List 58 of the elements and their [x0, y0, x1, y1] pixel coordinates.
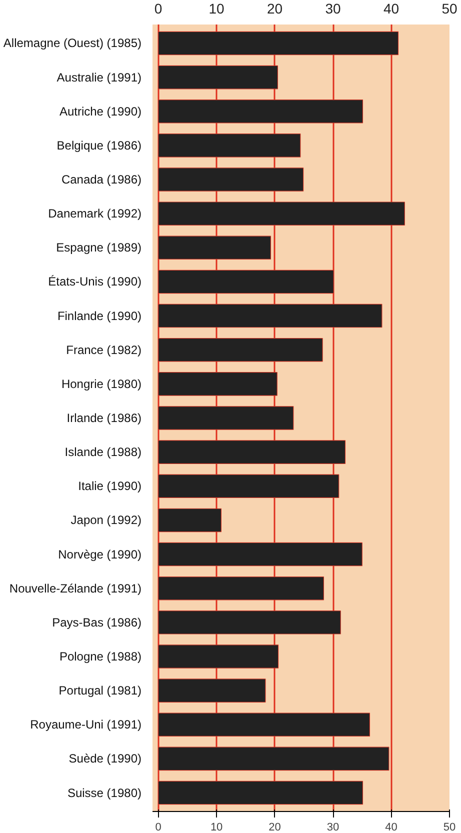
y-tick-label: Irlande (1986) — [66, 411, 142, 425]
x2-tick-label: 50 — [443, 822, 456, 833]
bar — [158, 576, 324, 600]
y-tick-label: Canada (1986) — [61, 172, 142, 187]
bar — [158, 712, 370, 737]
x-tick-label: 20 — [267, 0, 283, 16]
x-tick-label: 40 — [383, 0, 400, 16]
x2-tick-label: 30 — [326, 822, 340, 833]
bar — [158, 610, 341, 634]
bar — [158, 304, 382, 328]
bar — [158, 236, 272, 260]
y-tick-label: Suisse (1980) — [67, 786, 142, 800]
bar — [158, 644, 279, 668]
bar — [158, 168, 304, 192]
y-tick-label: États-Unis (1990) — [48, 274, 142, 289]
y-tick-label: Allemagne (Ouest) (1985) — [3, 36, 142, 50]
bar — [158, 746, 390, 771]
y-tick-label: France (1982) — [66, 342, 142, 357]
y-tick-label: Royaume-Uni (1991) — [30, 718, 142, 732]
y-tick-label: Portugal (1981) — [58, 684, 142, 698]
x2-tick-label: 0 — [155, 822, 162, 833]
bar — [158, 31, 399, 56]
bar — [158, 780, 364, 805]
x-tick-label: 30 — [325, 0, 342, 16]
y-tick-label: Australie (1991) — [56, 70, 142, 84]
y-tick-label: Autriche (1990) — [59, 104, 142, 118]
y-tick-label: Finlande (1990) — [57, 308, 142, 323]
bar — [158, 134, 301, 158]
bar — [158, 99, 364, 124]
y-tick-label: Islande (1988) — [64, 445, 142, 460]
bar — [158, 338, 323, 362]
y-tick-label: Italie (1990) — [78, 479, 142, 494]
y-tick-label: Espagne (1989) — [56, 240, 142, 255]
bar — [158, 440, 346, 464]
y-tick-label: Pologne (1988) — [59, 649, 142, 664]
bar — [158, 65, 278, 90]
bar — [158, 508, 222, 532]
y-tick-label: Japon (1992) — [70, 513, 142, 528]
bar — [158, 202, 405, 226]
bar — [158, 270, 334, 294]
bar — [158, 542, 362, 566]
x2-tick-label: 20 — [268, 822, 281, 833]
bar — [158, 474, 340, 498]
y-tick-label: Norvège (1990) — [58, 547, 142, 562]
bar — [158, 678, 266, 702]
y-tick-label: Danemark (1992) — [48, 206, 142, 221]
x-tick-label: 10 — [208, 0, 225, 16]
x2-tick-label: 10 — [210, 822, 223, 833]
bar — [158, 372, 278, 396]
y-tick-label: Belgique (1986) — [56, 138, 142, 152]
bar — [158, 406, 294, 430]
y-tick-label: Suède (1990) — [68, 752, 142, 766]
x2-tick-label: 40 — [385, 822, 398, 833]
y-tick-label: Hongrie (1980) — [61, 376, 142, 391]
y-tick-label: Nouvelle-Zélande (1991) — [9, 581, 142, 596]
y-tick-label: Pays-Bas (1986) — [52, 615, 142, 630]
x-tick-label: 0 — [154, 0, 162, 16]
x-tick-label: 50 — [442, 0, 458, 16]
